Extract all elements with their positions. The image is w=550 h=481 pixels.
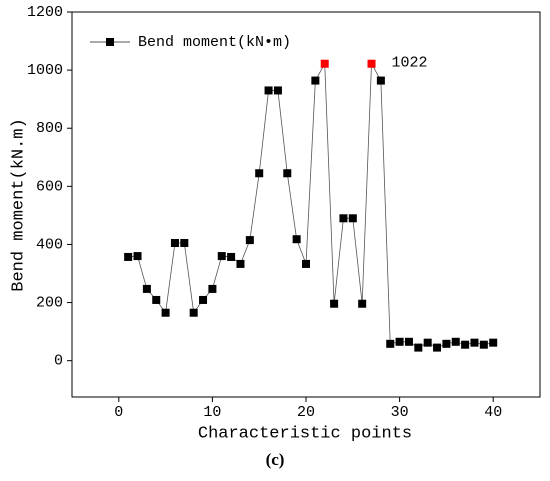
legend-marker [106,38,114,46]
marker [227,252,236,261]
marker [264,86,273,95]
marker [470,338,479,347]
marker [414,343,423,352]
marker [199,295,208,304]
marker [161,308,170,317]
plot-frame [71,11,541,398]
marker [404,337,413,346]
marker [236,259,245,268]
marker [180,239,189,247]
annotation: 1022 [392,55,428,72]
legend-label: Bend moment(kN•m) [138,34,291,51]
marker [376,76,385,85]
marker [152,295,161,304]
x-axis-label: Characteristic points [198,424,412,443]
marker [433,343,442,352]
line [128,62,494,349]
marker [283,169,292,178]
marker [292,235,301,244]
marker [189,308,198,317]
marker [124,252,133,261]
marker [489,338,498,347]
y-tick-label: 0 [54,353,63,370]
marker [170,239,179,247]
marker [255,169,264,178]
y-tick-label: 600 [36,178,63,195]
marker [208,284,217,293]
marker [133,252,142,261]
marker [367,59,376,68]
marker [217,252,226,261]
marker [461,340,470,349]
x-tick-label: 30 [391,404,409,421]
marker [479,340,488,349]
marker [451,337,460,346]
x-tick-label: 20 [297,404,315,421]
marker [273,86,282,95]
x-tick-label: 10 [203,404,221,421]
marker [358,299,367,308]
marker [142,284,151,293]
marker [395,337,404,346]
marker [245,236,254,245]
y-tick-label: 1000 [27,62,63,79]
marker [320,59,329,68]
marker [423,338,432,347]
y-axis-label: Bend moment(kN.m) [9,118,28,291]
marker [330,299,339,308]
marker [386,339,395,348]
x-tick-label: 0 [114,404,123,421]
y-tick-label: 800 [36,120,63,137]
y-tick-label: 1200 [27,4,63,21]
marker [311,76,320,85]
marker [442,339,451,348]
marker [348,214,357,223]
caption: (c) [266,450,285,469]
marker [339,214,348,223]
y-tick-label: 400 [36,236,63,253]
marker [302,259,310,268]
y-tick-label: 200 [36,295,63,312]
x-tick-label: 40 [484,404,502,421]
